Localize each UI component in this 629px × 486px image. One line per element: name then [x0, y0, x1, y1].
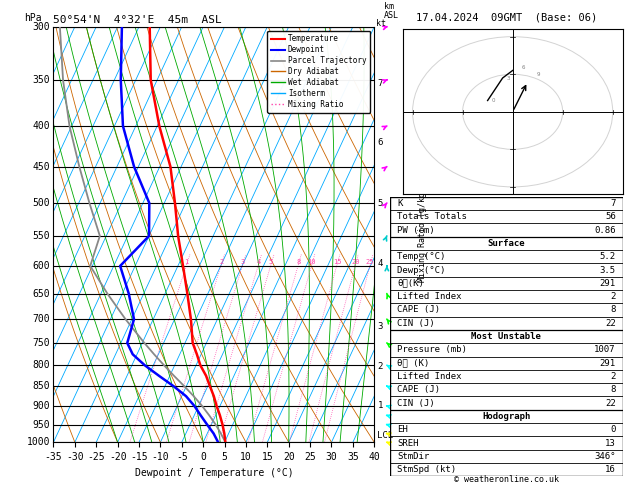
Text: 6: 6: [521, 65, 525, 69]
Text: 2: 2: [610, 372, 616, 381]
Text: 500: 500: [33, 198, 50, 208]
Text: © weatheronline.co.uk: © weatheronline.co.uk: [454, 474, 559, 484]
Text: kt: kt: [376, 19, 386, 28]
Text: 650: 650: [33, 289, 50, 298]
Text: 3: 3: [240, 259, 245, 265]
Text: 3: 3: [377, 322, 383, 331]
Text: 1007: 1007: [594, 346, 616, 354]
Text: 2: 2: [219, 259, 223, 265]
Text: 16: 16: [605, 465, 616, 474]
Text: 25: 25: [366, 259, 374, 265]
Text: EH: EH: [397, 425, 408, 434]
Text: 300: 300: [33, 22, 50, 32]
Text: Pressure (mb): Pressure (mb): [397, 346, 467, 354]
Text: 22: 22: [605, 399, 616, 408]
Text: 5: 5: [377, 199, 383, 208]
Text: 20: 20: [351, 259, 360, 265]
Text: LCL: LCL: [377, 431, 394, 440]
Text: 0: 0: [610, 425, 616, 434]
Text: 9: 9: [537, 72, 540, 77]
Text: 4: 4: [256, 259, 260, 265]
Text: 750: 750: [33, 338, 50, 348]
Text: 8: 8: [296, 259, 301, 265]
Text: CAPE (J): CAPE (J): [397, 305, 440, 314]
Text: CIN (J): CIN (J): [397, 319, 435, 328]
Text: 7: 7: [377, 79, 383, 88]
Text: Temp (°C): Temp (°C): [397, 252, 445, 261]
Text: 2: 2: [377, 362, 383, 371]
Text: Surface: Surface: [487, 239, 525, 248]
Text: θᴄ(K): θᴄ(K): [397, 279, 424, 288]
Text: 950: 950: [33, 419, 50, 430]
Text: 22: 22: [605, 319, 616, 328]
Text: θᴄ (K): θᴄ (K): [397, 359, 429, 368]
Text: 1: 1: [184, 259, 189, 265]
Text: 7: 7: [610, 199, 616, 208]
X-axis label: Dewpoint / Temperature (°C): Dewpoint / Temperature (°C): [135, 468, 293, 478]
Text: 13: 13: [605, 438, 616, 448]
Text: 550: 550: [33, 231, 50, 241]
Text: CAPE (J): CAPE (J): [397, 385, 440, 394]
Text: 3: 3: [506, 76, 510, 81]
Text: 8: 8: [610, 385, 616, 394]
Text: 8: 8: [610, 305, 616, 314]
Text: 400: 400: [33, 121, 50, 131]
Text: 56: 56: [605, 212, 616, 221]
Text: K: K: [397, 199, 403, 208]
Text: 4: 4: [377, 259, 383, 268]
Text: 291: 291: [599, 359, 616, 368]
Text: 600: 600: [33, 261, 50, 271]
Text: 0: 0: [492, 98, 495, 104]
Text: Dewp (°C): Dewp (°C): [397, 265, 445, 275]
Text: 700: 700: [33, 314, 50, 324]
Text: StmDir: StmDir: [397, 452, 429, 461]
Text: 5.2: 5.2: [599, 252, 616, 261]
Legend: Temperature, Dewpoint, Parcel Trajectory, Dry Adiabat, Wet Adiabat, Isotherm, Mi: Temperature, Dewpoint, Parcel Trajectory…: [267, 31, 370, 113]
Text: 10: 10: [308, 259, 316, 265]
Text: Hodograph: Hodograph: [482, 412, 530, 421]
Text: 2: 2: [610, 292, 616, 301]
Text: 450: 450: [33, 162, 50, 172]
Text: 6: 6: [377, 139, 383, 147]
Text: 900: 900: [33, 401, 50, 411]
Text: 5: 5: [269, 259, 273, 265]
Text: 1000: 1000: [27, 437, 50, 447]
Text: 1: 1: [377, 400, 383, 410]
Text: 800: 800: [33, 360, 50, 370]
Text: Mixing Ratio (g/kg): Mixing Ratio (g/kg): [418, 187, 427, 282]
Text: Lifted Index: Lifted Index: [397, 372, 462, 381]
Text: 346°: 346°: [594, 452, 616, 461]
Text: PW (cm): PW (cm): [397, 226, 435, 235]
Text: 50°54'N  4°32'E  45m  ASL: 50°54'N 4°32'E 45m ASL: [53, 15, 222, 25]
Text: Most Unstable: Most Unstable: [471, 332, 542, 341]
Text: km
ASL: km ASL: [384, 2, 399, 20]
Text: 0.86: 0.86: [594, 226, 616, 235]
Text: StmSpd (kt): StmSpd (kt): [397, 465, 456, 474]
Text: 17.04.2024  09GMT  (Base: 06): 17.04.2024 09GMT (Base: 06): [416, 12, 597, 22]
Text: Totals Totals: Totals Totals: [397, 212, 467, 221]
Text: 3.5: 3.5: [599, 265, 616, 275]
Text: 350: 350: [33, 75, 50, 85]
Text: 15: 15: [333, 259, 342, 265]
Text: 291: 291: [599, 279, 616, 288]
Text: Lifted Index: Lifted Index: [397, 292, 462, 301]
Text: 850: 850: [33, 381, 50, 391]
Text: SREH: SREH: [397, 438, 418, 448]
Text: CIN (J): CIN (J): [397, 399, 435, 408]
Text: hPa: hPa: [25, 13, 42, 22]
